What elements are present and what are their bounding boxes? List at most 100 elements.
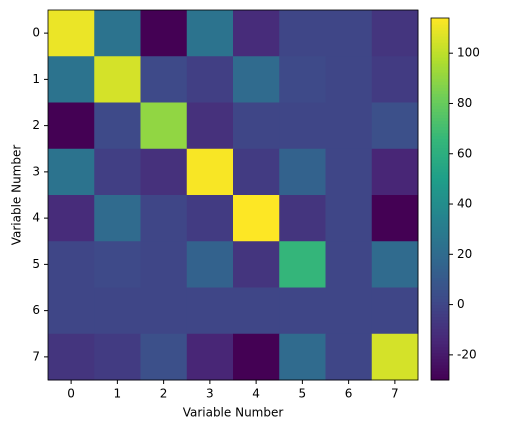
colorbar-swatch: [431, 24, 449, 28]
heatmap-cell: [325, 56, 373, 103]
colorbar-swatch: [431, 247, 449, 251]
colorbar-swatch: [431, 120, 449, 125]
colorbar-swatch: [431, 220, 449, 224]
heatmap-cell: [140, 333, 188, 381]
colorbar-swatch: [431, 283, 449, 287]
colorbar-swatch: [431, 340, 449, 345]
colorbar-swatch: [431, 217, 449, 221]
heatmap-cell: [279, 333, 326, 381]
colorbar-swatch: [431, 259, 449, 263]
heatmap-cell: [233, 287, 280, 335]
heatmap-cell: [48, 195, 95, 242]
colorbar-swatch: [431, 229, 449, 233]
colorbar-swatch: [431, 370, 449, 375]
heatmap-cell: [94, 241, 141, 288]
colorbar-swatch: [431, 162, 449, 167]
heatmap-cell: [140, 102, 188, 150]
colorbar-swatch: [431, 304, 449, 309]
colorbar-swatch: [431, 268, 449, 272]
colorbar-swatch: [431, 186, 449, 191]
heatmap-cell: [94, 148, 141, 196]
heatmap-cell: [371, 56, 419, 103]
colorbar-swatch: [431, 108, 449, 113]
colorbar-swatch: [431, 343, 449, 348]
heatmap-cell: [279, 56, 326, 103]
colorbar-swatch: [431, 102, 449, 106]
colorbar-swatch: [431, 60, 449, 64]
colorbar-swatch: [431, 132, 449, 137]
colorbar-swatch: [431, 153, 449, 158]
x-tick-label: 1: [114, 387, 122, 401]
colorbar-swatch: [431, 355, 449, 360]
heatmap-cell: [94, 10, 141, 57]
y-tick-label: 4: [32, 211, 40, 225]
heatmap-cell: [140, 241, 188, 288]
x-tick-label: 2: [160, 387, 168, 401]
heatmap-cell: [279, 10, 326, 57]
colorbar-swatch: [431, 256, 449, 260]
colorbar-swatch: [431, 214, 449, 218]
heatmap-cell: [186, 195, 234, 242]
colorbar-swatch: [431, 211, 449, 215]
heatmap-cell: [186, 148, 234, 196]
colorbar-swatch: [431, 138, 449, 143]
colorbar-swatch: [431, 183, 449, 188]
x-tick-label: 7: [391, 387, 399, 401]
colorbar-swatch: [431, 123, 449, 128]
heatmap-cell: [325, 10, 373, 57]
colorbar-swatch: [431, 307, 449, 312]
heatmap-cell: [48, 241, 95, 288]
colorbar-swatch: [431, 337, 449, 342]
colorbar-swatch: [431, 156, 449, 161]
heatmap-cell: [371, 148, 419, 196]
colorbar-swatch: [431, 286, 449, 290]
colorbar-swatch: [431, 202, 449, 206]
colorbar-swatch: [431, 352, 449, 357]
colorbar-swatch: [431, 39, 449, 43]
colorbar-swatch: [431, 144, 449, 149]
heatmap-cell: [233, 10, 280, 57]
y-tick-label: 3: [32, 164, 40, 178]
colorbar-swatch: [431, 373, 449, 378]
heatmap-cell: [325, 287, 373, 335]
heatmap-cell: [279, 148, 326, 196]
y-tick-label: 5: [32, 257, 40, 271]
colorbar-swatch: [431, 328, 449, 333]
heatmap-cell: [94, 102, 141, 150]
heatmap-cell: [94, 56, 141, 103]
y-tick-label: 7: [32, 349, 40, 363]
heatmap-cell: [140, 10, 188, 57]
heatmap-cell: [94, 287, 141, 335]
colorbar-swatch: [431, 271, 449, 275]
heatmap-cell: [48, 333, 95, 381]
heatmap-cell: [186, 102, 234, 150]
colorbar-swatch: [431, 361, 449, 366]
heatmap-cell: [233, 333, 280, 381]
colorbar-swatch: [431, 63, 449, 67]
colorbar-swatch: [431, 105, 449, 109]
colorbar-swatch: [431, 319, 449, 324]
colorbar-swatch: [431, 265, 449, 269]
colorbar-swatch: [431, 280, 449, 284]
colorbar-swatch: [431, 322, 449, 327]
colorbar-swatch: [431, 129, 449, 134]
colorbar-swatch: [431, 135, 449, 140]
colorbar-swatch: [431, 147, 449, 152]
colorbar-swatch: [431, 346, 449, 351]
colorbar-swatch: [431, 199, 449, 203]
colorbar-swatch: [431, 90, 449, 94]
colorbar-tick-label: 80: [457, 96, 472, 110]
colorbar-swatch: [431, 84, 449, 88]
colorbar-swatch: [431, 48, 449, 52]
colorbar-swatch: [431, 36, 449, 40]
colorbar-swatch: [431, 177, 449, 182]
colorbar-swatch: [431, 117, 449, 122]
heatmap-cell: [94, 333, 141, 381]
colorbar-tick-label: 100: [457, 46, 480, 60]
y-tick-label: 1: [32, 72, 40, 86]
colorbar-tick-label: -20: [457, 347, 477, 361]
heatmap-cell: [371, 241, 419, 288]
heatmap-cell: [325, 333, 373, 381]
heatmap-cell: [233, 195, 280, 242]
colorbar-swatch: [431, 262, 449, 266]
